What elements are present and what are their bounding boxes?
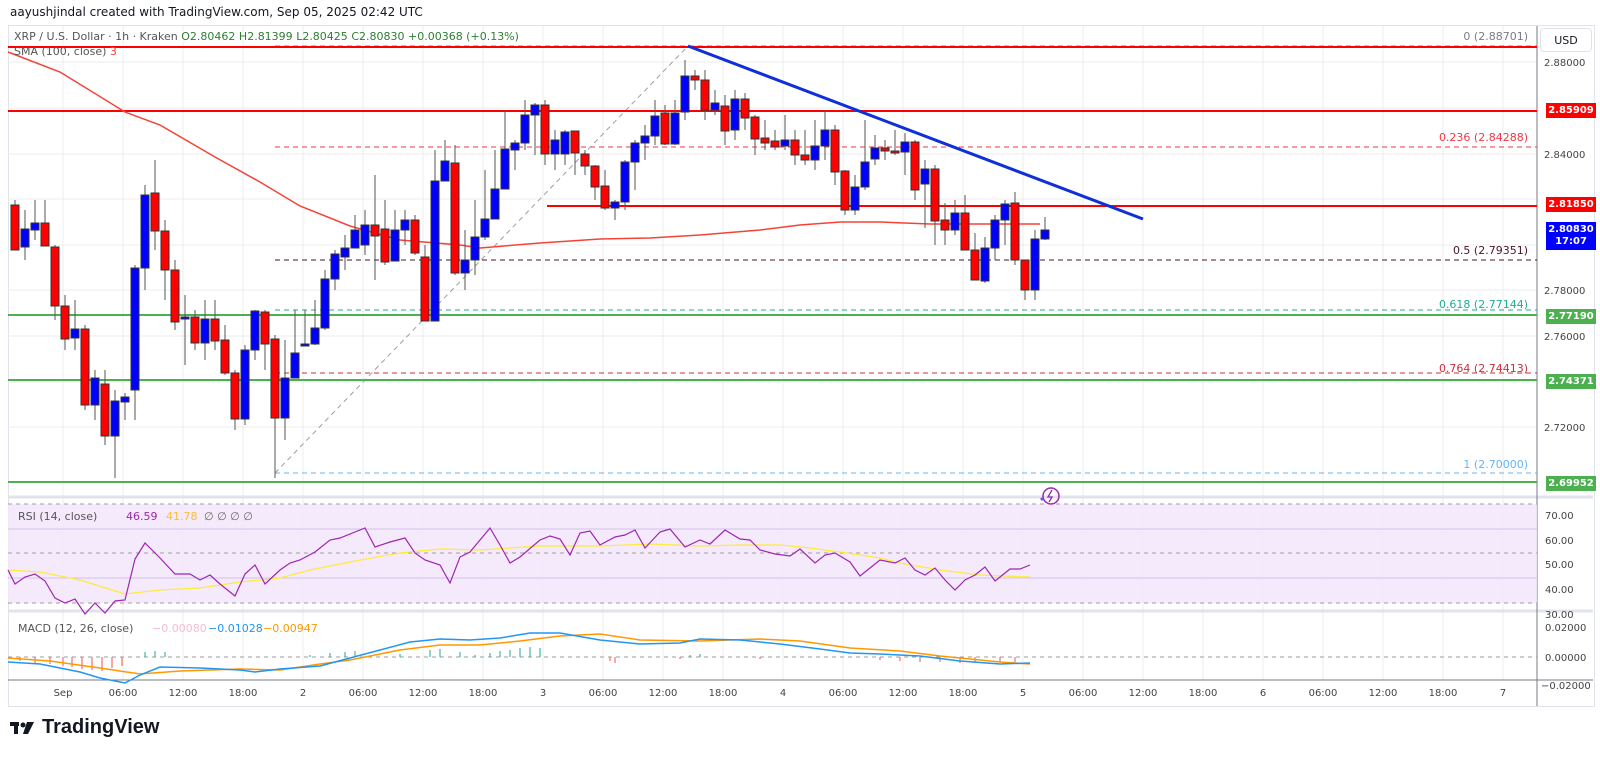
fib-label-0236: 0.236 (2.84288) — [1439, 131, 1528, 144]
svg-text:4: 4 — [780, 688, 786, 699]
svg-text:2.88000: 2.88000 — [1544, 58, 1585, 69]
rsi-label: RSI (14, close) — [18, 510, 97, 523]
svg-text:3: 3 — [540, 688, 546, 699]
sma-value: 3 — [109, 45, 117, 58]
svg-text:60.00: 60.00 — [1545, 536, 1574, 547]
fib-label-1: 1 (2.70000) — [1463, 458, 1528, 471]
currency-button[interactable]: USD — [1540, 28, 1592, 52]
svg-text:30.00: 30.00 — [1545, 610, 1574, 621]
svg-text:12:00: 12:00 — [649, 688, 678, 699]
tradingview-logo[interactable]: TradingView — [10, 716, 159, 739]
svg-text:40.00: 40.00 — [1545, 585, 1574, 596]
svg-text:2: 2 — [300, 688, 306, 699]
svg-text:18:00: 18:00 — [1189, 688, 1218, 699]
macd-line — [7, 632, 1031, 684]
fib-label-05: 0.5 (2.79351) — [1453, 244, 1528, 257]
svg-text:18:00: 18:00 — [1429, 688, 1458, 699]
price-change: +0.00368 (+0.13%) — [407, 30, 519, 43]
svg-text:18:00: 18:00 — [709, 688, 738, 699]
chart-credit: aayushjindal created with TradingView.co… — [10, 5, 423, 19]
macd-label: MACD (12, 26, close) — [18, 622, 133, 635]
chart-frame — [8, 25, 1595, 707]
current-price: 2.80830 — [1548, 224, 1594, 235]
svg-text:12:00: 12:00 — [169, 688, 198, 699]
svg-text:70.00: 70.00 — [1545, 511, 1574, 522]
price-tag-support-1: 2.77190 — [1546, 309, 1596, 324]
svg-text:2.76000: 2.76000 — [1544, 332, 1585, 343]
price-tag-resistance-1: 2.85909 — [1546, 103, 1596, 118]
svg-text:5: 5 — [1020, 688, 1026, 699]
rsi-line — [7, 526, 1031, 615]
svg-text:06:00: 06:00 — [589, 688, 618, 699]
descending-trendline — [687, 44, 1144, 221]
fib-label-0618: 0.618 (2.77144) — [1439, 298, 1528, 311]
ohlc-close: C2.80830 — [351, 30, 405, 43]
symbol-legend[interactable]: XRP / U.S. Dollar · 1h · Kraken O2.80462… — [14, 30, 519, 43]
rsi-ma-line — [7, 543, 1031, 595]
fib-trend-line — [274, 45, 689, 474]
svg-text:0.00000: 0.00000 — [1545, 653, 1586, 664]
fib-label-0: 0 (2.88701) — [1463, 30, 1528, 43]
svg-text:−0.02000: −0.02000 — [1541, 681, 1591, 692]
svg-text:06:00: 06:00 — [349, 688, 378, 699]
price-axis[interactable]: 2.88000 2.84000 2.78000 2.76000 2.72000 — [1544, 58, 1585, 434]
svg-text:06:00: 06:00 — [1069, 688, 1098, 699]
candlesticks — [10, 60, 1050, 478]
svg-text:12:00: 12:00 — [889, 688, 918, 699]
svg-text:2.84000: 2.84000 — [1544, 150, 1585, 161]
svg-text:0.02000: 0.02000 — [1545, 623, 1586, 634]
macd-signal-line — [7, 633, 1031, 675]
macd-axis: 0.02000 0.00000 −0.02000 — [1541, 623, 1591, 692]
symbol-name: XRP / U.S. Dollar · 1h · Kraken — [14, 30, 178, 43]
resistance-lines — [8, 46, 1537, 207]
svg-text:06:00: 06:00 — [109, 688, 138, 699]
sma-legend[interactable]: SMA (100, close) 3 — [14, 45, 117, 58]
svg-text:18:00: 18:00 — [229, 688, 258, 699]
sma-label: SMA (100, close) — [14, 45, 107, 58]
macd-value: −0.01028 — [208, 622, 263, 635]
svg-text:Sep: Sep — [54, 688, 73, 699]
rsi-ma-value: 41.78 — [166, 510, 198, 523]
bar-countdown: 17:07 — [1555, 236, 1587, 247]
svg-text:7: 7 — [1500, 688, 1506, 699]
svg-text:06:00: 06:00 — [1309, 688, 1338, 699]
brand-name: TradingView — [42, 716, 160, 738]
svg-text:12:00: 12:00 — [1369, 688, 1398, 699]
time-axis[interactable]: Sep 06:00 12:00 18:00 2 06:00 12:00 18:0… — [54, 688, 1507, 699]
rsi-extras: ∅ ∅ ∅ ∅ — [204, 510, 253, 523]
svg-text:12:00: 12:00 — [409, 688, 438, 699]
ohlc-high: H2.81399 — [238, 30, 293, 43]
svg-text:18:00: 18:00 — [469, 688, 498, 699]
svg-text:2.78000: 2.78000 — [1544, 286, 1585, 297]
tradingview-logo-icon — [10, 721, 34, 734]
rsi-axis: 70.00 60.00 50.00 40.00 30.00 — [1545, 511, 1574, 621]
svg-text:06:00: 06:00 — [829, 688, 858, 699]
ohlc-low: L2.80425 — [296, 30, 348, 43]
svg-text:6: 6 — [1260, 688, 1266, 699]
svg-text:50.00: 50.00 — [1545, 560, 1574, 571]
svg-text:12:00: 12:00 — [1129, 688, 1158, 699]
svg-text:18:00: 18:00 — [949, 688, 978, 699]
lightning-replay-icon[interactable] — [1040, 487, 1060, 505]
price-tag-support-2: 2.74371 — [1546, 374, 1596, 389]
rsi-value: 46.59 — [126, 510, 158, 523]
ohlc-open: O2.80462 — [181, 30, 236, 43]
price-tag-current: 2.80830 17:07 — [1546, 222, 1596, 250]
macd-signal-value: −0.00947 — [263, 622, 318, 635]
price-tag-resistance-2: 2.81850 — [1546, 197, 1596, 212]
price-tag-support-3: 2.69952 — [1546, 476, 1596, 491]
svg-text:2.72000: 2.72000 — [1544, 423, 1585, 434]
sma-100-line — [7, 51, 1040, 249]
fib-label-0764: 0.764 (2.74413) — [1439, 362, 1528, 375]
macd-hist-value: −0.00080 — [152, 622, 207, 635]
